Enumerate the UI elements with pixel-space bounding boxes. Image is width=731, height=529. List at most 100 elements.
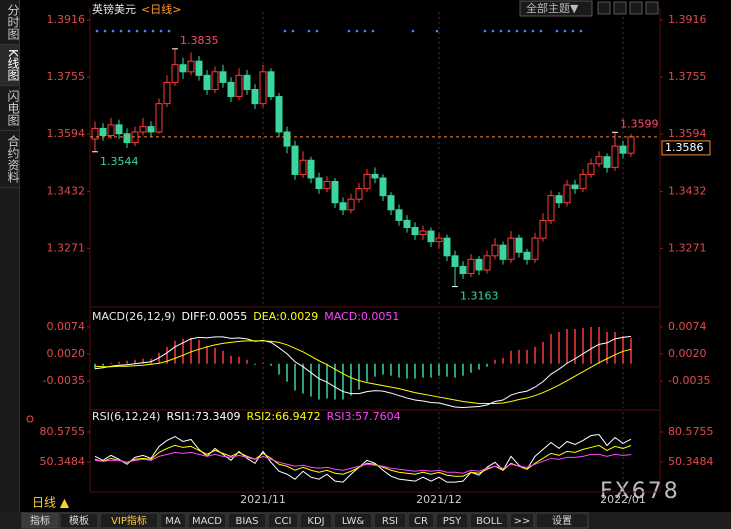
- candle-body: [507, 237, 515, 260]
- tab[interactable]: [227, 512, 267, 529]
- x-tick-label: 2022/01: [600, 493, 646, 506]
- legend-entry: RSI2:66.9472: [247, 410, 321, 423]
- theme-button[interactable]: [519, 0, 593, 17]
- y-tick-label: -0.0035: [43, 374, 85, 387]
- y-tick-label: 1.3594: [47, 127, 86, 140]
- indicator-icon[interactable]: [26, 415, 34, 423]
- candle-body: [195, 60, 203, 76]
- tab-label: 指标: [30, 514, 50, 527]
- period-selector[interactable]: 日线 ▲: [32, 496, 70, 510]
- signal-dot: [435, 29, 439, 33]
- icon-button[interactable]: [629, 1, 643, 15]
- tab[interactable]: [21, 512, 59, 529]
- candle-body: [291, 145, 299, 175]
- side-tab[interactable]: K线图: [0, 45, 20, 86]
- candle-body: [371, 173, 379, 179]
- candle-body: [251, 88, 259, 105]
- signal-dot: [95, 29, 99, 33]
- candle-body: [403, 219, 411, 229]
- candle-body: [235, 74, 243, 98]
- candle-body: [155, 103, 163, 133]
- tab[interactable]: [159, 512, 187, 529]
- candle-body: [563, 184, 571, 204]
- signal-dot: [143, 29, 147, 33]
- signal-dot: [291, 29, 295, 33]
- signal-dot: [515, 29, 519, 33]
- tab-label: PSY: [443, 516, 462, 527]
- tab-label: LW&: [342, 516, 365, 527]
- tab[interactable]: [59, 512, 99, 529]
- candle-body: [555, 195, 563, 204]
- legend-entry: RSI3:57.7604: [327, 410, 401, 423]
- indicator-line: [94, 451, 632, 474]
- candle-body: [587, 163, 595, 175]
- signal-dot: [307, 29, 311, 33]
- candle-body: [99, 127, 107, 136]
- tab[interactable]: [469, 512, 509, 529]
- candle-body: [315, 177, 323, 190]
- indicator-line: [94, 335, 632, 409]
- icon-button[interactable]: [645, 1, 659, 15]
- indicator-title: RSI(6,12,24): [92, 410, 160, 423]
- tab[interactable]: [187, 512, 227, 529]
- candle-body: [163, 81, 171, 105]
- tab[interactable]: [333, 512, 373, 529]
- candle-body: [115, 124, 123, 135]
- y-tick-label: 1.3916: [668, 13, 707, 26]
- signal-dot: [507, 29, 511, 33]
- candle-body: [411, 227, 419, 236]
- signal-dot: [531, 29, 535, 33]
- signal-dot: [127, 29, 131, 33]
- side-tab[interactable]: 合约资料: [0, 131, 20, 188]
- signal-dot: [159, 29, 163, 33]
- side-tab[interactable]: 闪电图: [0, 86, 20, 131]
- tab[interactable]: [535, 512, 589, 529]
- candle-body: [427, 230, 435, 243]
- signal-dot: [571, 29, 575, 33]
- icon-button[interactable]: [613, 1, 627, 15]
- candle-body: [611, 145, 619, 168]
- candle-body: [307, 159, 315, 179]
- tab-label: BIAS: [236, 516, 259, 527]
- candle-body: [491, 244, 499, 257]
- signal-dot: [347, 29, 351, 33]
- signal-dot: [371, 29, 375, 33]
- icon-button[interactable]: [597, 1, 611, 15]
- tab[interactable]: [509, 512, 535, 529]
- tab-label: CCI: [275, 516, 292, 527]
- candle-body: [379, 177, 387, 197]
- candle-body: [267, 71, 275, 98]
- legend-entry: DEA:0.0029: [253, 310, 318, 323]
- candle-body: [531, 237, 539, 260]
- tab-label: VIP指标: [111, 514, 147, 527]
- candle-body: [355, 188, 363, 200]
- y-tick-label: 1.3271: [47, 241, 86, 254]
- candle-body: [523, 251, 531, 260]
- y-tick-label: 1.3916: [47, 13, 86, 26]
- candle-body: [331, 181, 339, 204]
- tab[interactable]: [407, 512, 435, 529]
- tab[interactable]: [373, 512, 407, 529]
- candle-body: [619, 145, 627, 154]
- candle-body: [347, 198, 355, 211]
- candle-body: [515, 237, 523, 253]
- candle-body: [339, 202, 347, 211]
- signal-dot: [167, 29, 171, 33]
- candle-body: [435, 237, 443, 243]
- legend-entry: MACD:0.0051: [324, 310, 399, 323]
- tab[interactable]: [267, 512, 299, 529]
- tab[interactable]: [299, 512, 333, 529]
- signal-dot: [499, 29, 503, 33]
- candle-body: [483, 255, 491, 271]
- signal-dot: [483, 29, 487, 33]
- signal-dot: [135, 29, 139, 33]
- signal-dot: [539, 29, 543, 33]
- tab[interactable]: [99, 512, 159, 529]
- y-tick-label: 1.3755: [47, 70, 86, 83]
- candle-body: [547, 195, 555, 221]
- candle-body: [579, 173, 587, 190]
- y-tick-label: 1.3271: [668, 241, 707, 254]
- tab[interactable]: [435, 512, 469, 529]
- signal-dot: [355, 29, 359, 33]
- side-tab[interactable]: 分时图: [0, 0, 20, 45]
